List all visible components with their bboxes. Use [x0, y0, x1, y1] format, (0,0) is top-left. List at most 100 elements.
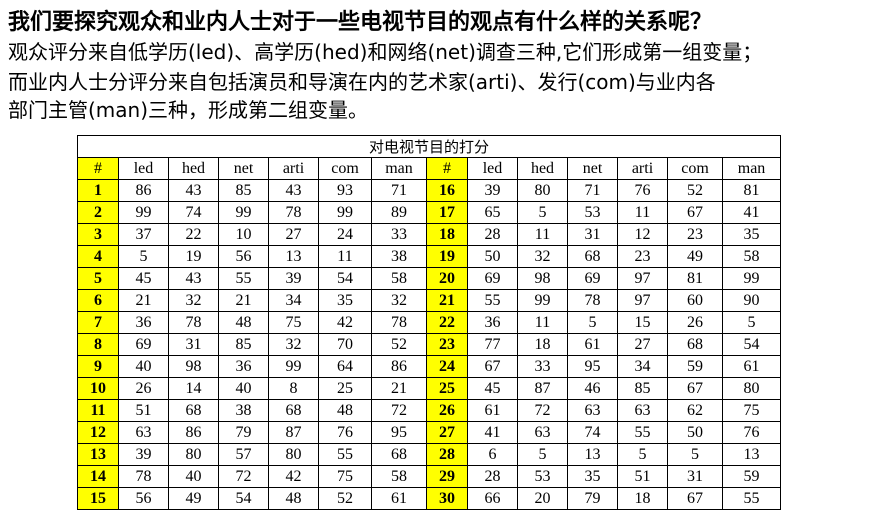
row-index-cell: 16 [426, 179, 468, 202]
score-cell-arti: 32 [268, 333, 319, 356]
column-header-led-right: led [467, 157, 518, 180]
score-cell-man: 58 [721, 245, 782, 268]
row-index-cell: 15 [77, 487, 119, 510]
score-cell-arti: 78 [268, 201, 319, 224]
score-cell-led: 37 [118, 223, 169, 246]
score-cell-com: 70 [318, 333, 372, 356]
score-cell-net: 13 [567, 443, 618, 466]
score-cell-hed: 43 [168, 267, 219, 290]
row-index-cell: 7 [77, 311, 119, 334]
row-index-cell: 25 [426, 377, 468, 400]
score-cell-man: 5 [721, 311, 782, 334]
score-cell-led: 41 [467, 421, 518, 444]
table-row: 14 78 40 72 42 75 58 29 28 53 35 51 31 59 [77, 465, 782, 488]
row-index-cell: 9 [77, 355, 119, 378]
score-cell-led: 26 [118, 377, 169, 400]
score-cell-net: 78 [567, 289, 618, 312]
score-cell-com: 59 [667, 355, 723, 378]
score-cell-led: 69 [467, 267, 518, 290]
score-cell-com: 62 [667, 399, 723, 422]
score-cell-man: 61 [371, 487, 427, 510]
column-header-hed-right: hed [517, 157, 568, 180]
score-cell-com: 42 [318, 311, 372, 334]
score-cell-hed: 63 [517, 421, 568, 444]
score-cell-com: 55 [318, 443, 372, 466]
table-row: 11 51 68 38 68 48 72 26 61 72 63 63 62 75 [77, 399, 782, 422]
score-cell-arti: 23 [617, 245, 668, 268]
score-cell-arti: 8 [268, 377, 319, 400]
row-index-cell: 13 [77, 443, 119, 466]
row-index-cell: 23 [426, 333, 468, 356]
score-cell-net: 21 [218, 289, 269, 312]
column-header-man-right: man [721, 157, 782, 180]
score-cell-arti: 75 [268, 311, 319, 334]
score-cell-net: 68 [567, 245, 618, 268]
score-cell-hed: 11 [517, 311, 568, 334]
score-cell-hed: 98 [168, 355, 219, 378]
row-index-cell: 26 [426, 399, 468, 422]
score-cell-led: 66 [467, 487, 518, 510]
score-cell-led: 21 [118, 289, 169, 312]
score-cell-com: 64 [318, 355, 372, 378]
score-cell-hed: 49 [168, 487, 219, 510]
score-cell-net: 5 [567, 311, 618, 334]
score-cell-com: 31 [667, 465, 723, 488]
score-cell-man: 58 [371, 465, 427, 488]
score-cell-com: 26 [667, 311, 723, 334]
score-cell-led: 36 [467, 311, 518, 334]
score-cell-led: 55 [467, 289, 518, 312]
score-cell-led: 99 [118, 201, 169, 224]
row-index-cell: 11 [77, 399, 119, 422]
score-cell-arti: 27 [268, 223, 319, 246]
row-index-cell: 27 [426, 421, 468, 444]
score-cell-led: 63 [118, 421, 169, 444]
score-cell-net: 10 [218, 223, 269, 246]
score-cell-arti: 5 [617, 443, 668, 466]
score-cell-arti: 34 [617, 355, 668, 378]
score-cell-arti: 18 [617, 487, 668, 510]
score-cell-hed: 14 [168, 377, 219, 400]
score-cell-man: 21 [371, 377, 427, 400]
score-cell-hed: 78 [168, 311, 219, 334]
row-index-cell: 17 [426, 201, 468, 224]
score-cell-man: 80 [721, 377, 782, 400]
score-cell-led: 39 [118, 443, 169, 466]
score-cell-man: 41 [721, 201, 782, 224]
score-cell-net: 56 [218, 245, 269, 268]
score-cell-arti: 85 [617, 377, 668, 400]
score-cell-net: 55 [218, 267, 269, 290]
score-cell-led: 78 [118, 465, 169, 488]
score-cell-net: 85 [218, 179, 269, 202]
score-cell-man: 81 [721, 179, 782, 202]
row-index-cell: 5 [77, 267, 119, 290]
score-cell-arti: 15 [617, 311, 668, 334]
score-cell-com: 93 [318, 179, 372, 202]
score-cell-com: 76 [318, 421, 372, 444]
score-cell-led: 36 [118, 311, 169, 334]
row-index-cell: 8 [77, 333, 119, 356]
score-cell-net: 57 [218, 443, 269, 466]
score-cell-hed: 5 [517, 443, 568, 466]
score-cell-led: 56 [118, 487, 169, 510]
score-cell-led: 50 [467, 245, 518, 268]
table-header-row: # led hed net arti com man # led hed net arti com man [77, 157, 782, 180]
row-index-cell: 14 [77, 465, 119, 488]
column-header-hed-left: hed [168, 157, 219, 180]
score-cell-led: 45 [467, 377, 518, 400]
score-cell-hed: 33 [517, 355, 568, 378]
score-cell-com: 50 [667, 421, 723, 444]
score-cell-net: 48 [218, 311, 269, 334]
score-cell-hed: 32 [517, 245, 568, 268]
score-cell-man: 99 [721, 267, 782, 290]
column-header-net-left: net [218, 157, 269, 180]
score-cell-man: 61 [721, 355, 782, 378]
score-cell-com: 67 [667, 487, 723, 510]
score-cell-com: 25 [318, 377, 372, 400]
score-cell-net: 69 [567, 267, 618, 290]
score-cell-man: 32 [371, 289, 427, 312]
score-cell-hed: 40 [168, 465, 219, 488]
score-cell-net: 85 [218, 333, 269, 356]
scores-table: 对电视节目的打分 # led hed net arti com man # led hed net a… [76, 135, 782, 510]
score-cell-hed: 68 [168, 399, 219, 422]
score-cell-arti: 51 [617, 465, 668, 488]
